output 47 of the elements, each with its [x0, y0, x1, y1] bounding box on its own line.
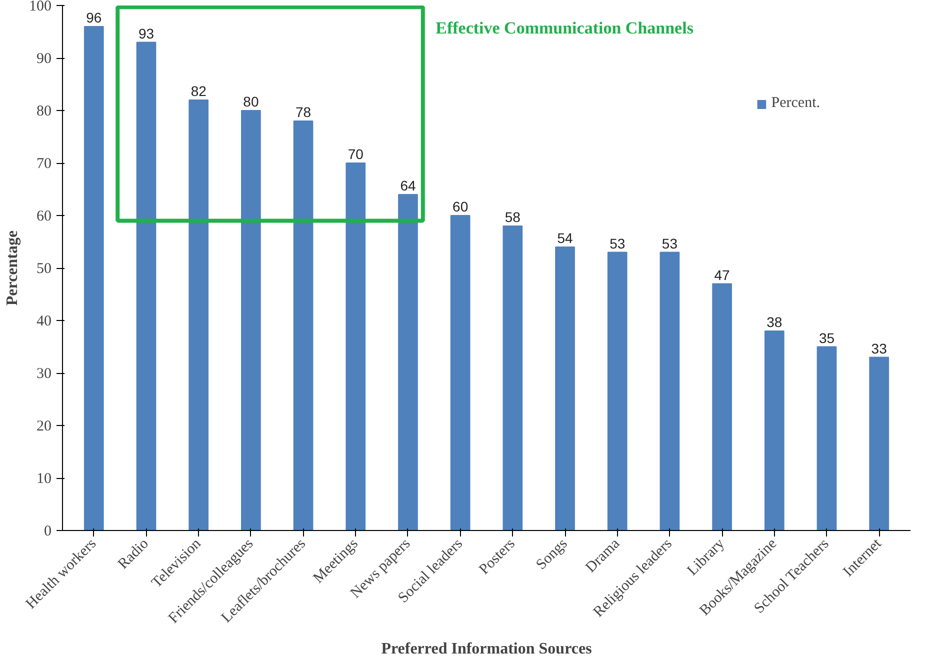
data-label: 54	[557, 230, 574, 246]
bar	[555, 246, 575, 530]
bar	[188, 100, 209, 530]
data-label: 82	[190, 83, 207, 99]
y-tick-label: 50	[36, 261, 52, 277]
data-label: 78	[296, 104, 312, 120]
data-label: 53	[610, 235, 626, 252]
bar	[764, 330, 784, 530]
data-label: 64	[400, 178, 416, 194]
y-tick-label: 70	[36, 156, 52, 172]
data-label: 60	[452, 198, 468, 214]
bar	[136, 42, 156, 530]
y-tick-label: 90	[36, 51, 52, 67]
data-label: 58	[504, 209, 521, 225]
data-label: 70	[348, 146, 364, 162]
y-axis-title: Percentage	[4, 230, 21, 306]
bar	[712, 283, 732, 530]
bar	[84, 26, 104, 530]
data-label: 53	[662, 235, 678, 252]
bar	[450, 215, 470, 530]
bar	[398, 194, 418, 530]
y-tick-label: 30	[36, 366, 52, 382]
bar	[607, 252, 628, 530]
bar	[660, 252, 680, 530]
data-label: 35	[818, 330, 835, 346]
bar	[816, 346, 837, 530]
legend-label: Percent.	[771, 95, 820, 112]
bar	[869, 356, 890, 530]
y-tick-label: 20	[36, 418, 52, 434]
y-tick-label: 0	[44, 524, 52, 540]
data-label: 80	[243, 94, 259, 110]
annotation: Effective Communication Channels	[436, 18, 694, 38]
bar	[502, 226, 523, 530]
data-label: 33	[871, 340, 888, 356]
data-label: 93	[138, 25, 154, 42]
data-label: 47	[714, 266, 730, 283]
bar	[241, 110, 261, 530]
bar	[293, 120, 314, 530]
data-label: 38	[766, 314, 782, 330]
y-tick-label: 80	[36, 104, 52, 120]
x-axis-title: Preferred Information Sources	[381, 640, 592, 658]
y-tick-label: 10	[36, 471, 52, 487]
y-tick-label: 60	[36, 208, 52, 224]
y-tick-label: 100	[29, 0, 52, 14]
y-tick-label: 40	[36, 314, 52, 330]
data-label: 96	[86, 10, 102, 26]
bar	[346, 162, 366, 530]
